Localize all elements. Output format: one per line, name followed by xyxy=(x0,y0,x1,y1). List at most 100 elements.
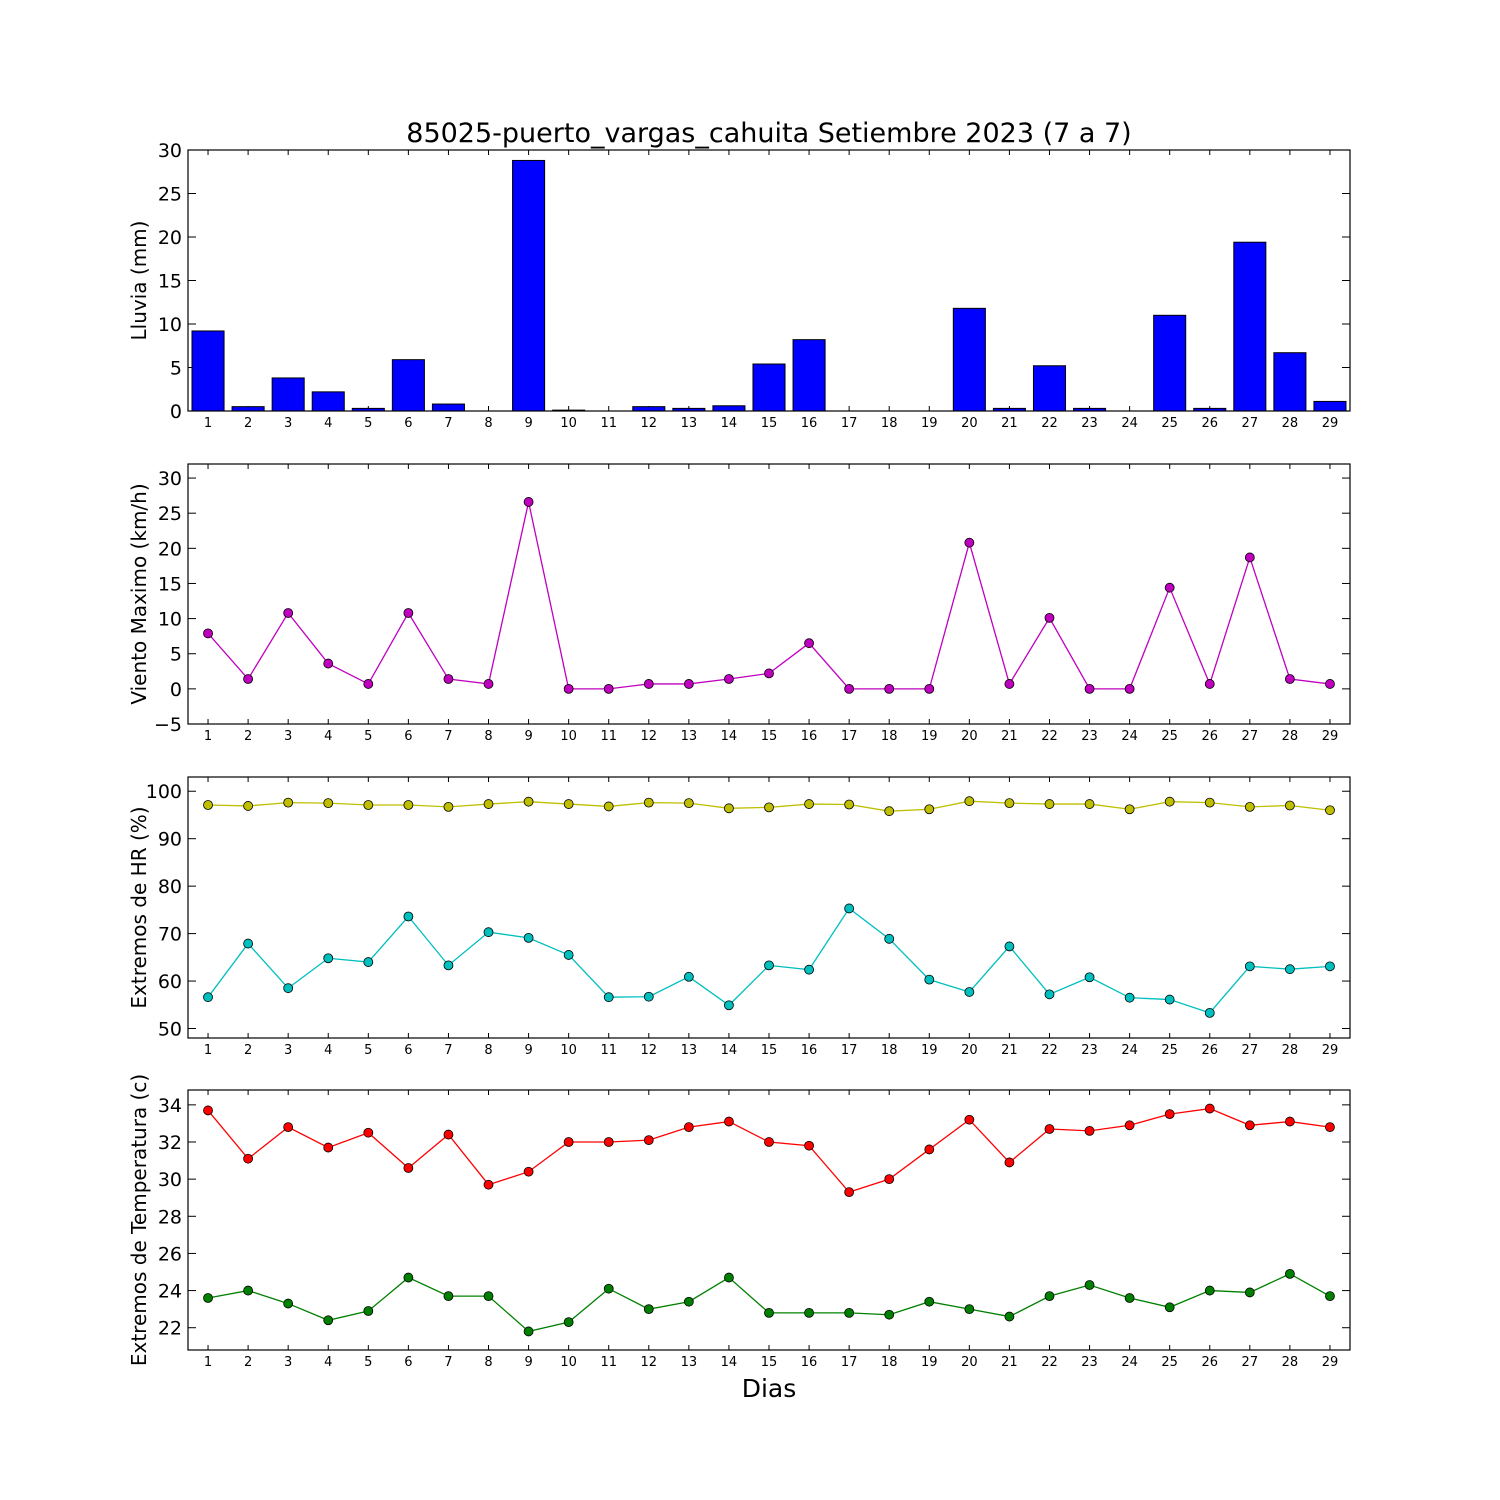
data-point xyxy=(283,608,294,618)
x-tick-label: 8 xyxy=(484,1355,492,1370)
data-point xyxy=(443,801,454,812)
x-tick-label: 12 xyxy=(641,1043,658,1058)
x-tick-label: 22 xyxy=(1041,416,1058,431)
data-point xyxy=(683,1296,694,1307)
data-point xyxy=(1284,1116,1295,1127)
x-tick-label: 8 xyxy=(484,416,492,431)
data-point xyxy=(1084,1280,1095,1290)
x-tick-label: 8 xyxy=(484,729,492,744)
y-axis-label: Lluvia (mm) xyxy=(127,221,151,341)
data-point xyxy=(443,960,454,971)
x-tick-label: 18 xyxy=(881,1355,898,1370)
x-tick-label: 2 xyxy=(244,416,252,431)
data-point xyxy=(643,1135,654,1146)
data-point xyxy=(683,679,694,689)
x-tick-label: 1 xyxy=(204,1355,212,1370)
y-tick-label: 28 xyxy=(158,1206,182,1228)
x-tick-label: 4 xyxy=(324,729,332,744)
data-point xyxy=(563,683,574,694)
x-tick-label: 6 xyxy=(404,729,412,744)
data-point xyxy=(1124,1120,1135,1131)
data-point xyxy=(1284,800,1295,811)
x-tick-label: 16 xyxy=(801,416,818,431)
x-tick-label: 24 xyxy=(1121,1043,1138,1058)
data-point xyxy=(1244,961,1255,972)
data-point xyxy=(643,797,654,808)
data-point xyxy=(403,800,414,810)
series-line xyxy=(207,1273,1331,1333)
x-tick-label: 28 xyxy=(1282,1043,1299,1058)
x-tick-label: 15 xyxy=(761,1355,778,1370)
x-tick-label: 17 xyxy=(841,1355,858,1370)
x-tick-label: 4 xyxy=(324,1355,332,1370)
x-tick-label: 16 xyxy=(801,1043,818,1058)
data-point xyxy=(203,1293,213,1303)
data-point xyxy=(1084,683,1095,694)
data-point xyxy=(844,799,855,810)
y-tick-label: 24 xyxy=(158,1281,182,1303)
x-tick-label: 11 xyxy=(600,416,617,431)
x-tick-label: 12 xyxy=(641,416,658,431)
bar xyxy=(1233,241,1267,412)
data-point xyxy=(924,974,935,985)
data-point xyxy=(1124,1293,1135,1303)
data-point xyxy=(1325,679,1335,689)
x-tick-label: 19 xyxy=(921,1355,938,1370)
x-tick-label: 28 xyxy=(1282,1355,1299,1370)
data-point xyxy=(1044,612,1055,623)
y-tick-label: 30 xyxy=(158,468,182,490)
data-point xyxy=(924,1296,935,1307)
data-point xyxy=(363,1127,374,1138)
x-tick-label: 5 xyxy=(364,1043,372,1058)
y-tick-label: 30 xyxy=(158,140,182,162)
x-tick-label: 18 xyxy=(881,416,898,431)
x-tick-label: 13 xyxy=(681,1043,698,1058)
axes-frame xyxy=(187,1089,1351,1351)
x-tick-label: 22 xyxy=(1041,1355,1058,1370)
x-tick-label: 22 xyxy=(1041,729,1058,744)
x-tick-label: 20 xyxy=(961,729,978,744)
y-tick-label: 32 xyxy=(158,1132,182,1154)
data-point xyxy=(1124,683,1135,694)
data-point xyxy=(483,927,494,938)
data-point xyxy=(1084,799,1095,809)
x-tick-label: 6 xyxy=(404,1043,412,1058)
bar xyxy=(311,391,345,412)
data-point xyxy=(643,1304,654,1315)
data-point xyxy=(1164,994,1175,1005)
data-point xyxy=(764,802,774,813)
data-point xyxy=(884,683,895,694)
data-point xyxy=(1004,941,1015,952)
data-point xyxy=(203,800,213,810)
data-point xyxy=(964,796,975,807)
bar xyxy=(792,339,826,412)
data-point xyxy=(924,683,935,694)
data-point xyxy=(844,1307,855,1318)
x-tick-label: 10 xyxy=(560,416,577,431)
y-tick-label: 15 xyxy=(158,271,182,293)
data-point xyxy=(403,608,414,618)
data-point xyxy=(283,983,294,994)
bar xyxy=(191,330,225,412)
x-tick-label: 7 xyxy=(444,1355,452,1370)
x-tick-label: 29 xyxy=(1322,1043,1339,1058)
x-tick-label: 27 xyxy=(1242,416,1259,431)
y-tick-label: 10 xyxy=(158,609,182,631)
x-tick-label: 8 xyxy=(484,1043,492,1058)
bar xyxy=(952,307,986,412)
data-point xyxy=(483,1179,494,1190)
data-point xyxy=(603,801,614,812)
bar xyxy=(271,377,305,412)
x-tick-label: 1 xyxy=(204,729,212,744)
x-tick-label: 29 xyxy=(1322,729,1339,744)
data-point xyxy=(1124,804,1135,815)
x-tick-label: 29 xyxy=(1322,416,1339,431)
x-tick-label: 25 xyxy=(1161,416,1178,431)
data-point xyxy=(804,1140,814,1151)
x-tick-label: 21 xyxy=(1001,1043,1018,1058)
data-point xyxy=(804,638,814,649)
x-tick-label: 21 xyxy=(1001,1355,1018,1370)
